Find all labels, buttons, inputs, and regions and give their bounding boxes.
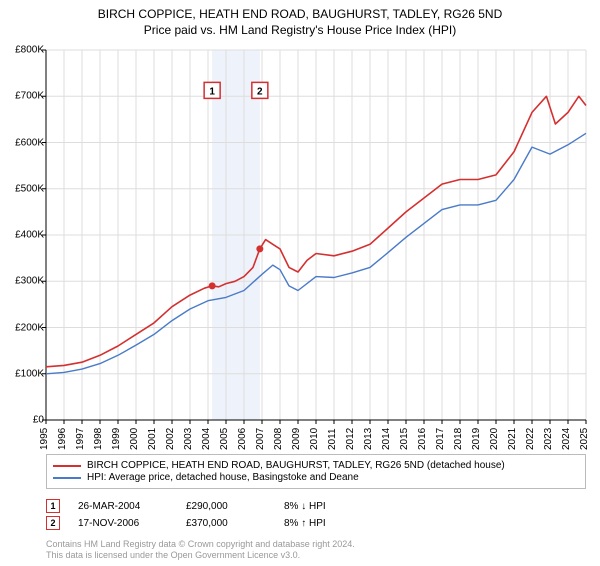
x-tick-label: 1995 [39, 428, 50, 450]
chart-container: BIRCH COPPICE, HEATH END ROAD, BAUGHURST… [0, 6, 600, 566]
x-tick-label: 2025 [579, 428, 590, 450]
footer-line-1: Contains HM Land Registry data © Crown c… [46, 539, 355, 550]
chart-title: BIRCH COPPICE, HEATH END ROAD, BAUGHURST… [0, 6, 600, 38]
table-row: 2 17-NOV-2006 £370,000 8% ↑ HPI [46, 516, 326, 530]
table-row: 1 26-MAR-2004 £290,000 8% ↓ HPI [46, 499, 326, 513]
x-tick-label: 2020 [489, 428, 500, 450]
x-tick-label: 2021 [507, 428, 518, 450]
transactions-table: 1 26-MAR-2004 £290,000 8% ↓ HPI 2 17-NOV… [46, 496, 326, 533]
y-tick-label: £600K [15, 137, 44, 148]
x-tick-label: 2024 [561, 428, 572, 450]
y-tick-label: £500K [15, 183, 44, 194]
x-tick-label: 2016 [417, 428, 428, 450]
txn-hpi: 8% ↑ HPI [284, 518, 326, 529]
x-tick-label: 2004 [201, 428, 212, 450]
marker-badge: 1 [46, 499, 60, 513]
x-tick-label: 2011 [327, 428, 338, 450]
x-tick-label: 2022 [525, 428, 536, 450]
y-tick-label: £200K [15, 322, 44, 333]
y-tick-label: £800K [15, 45, 44, 56]
y-tick-label: £700K [15, 91, 44, 102]
legend: BIRCH COPPICE, HEATH END ROAD, BAUGHURST… [46, 454, 586, 489]
title-line-2: Price paid vs. HM Land Registry's House … [0, 22, 600, 38]
x-tick-label: 2007 [255, 428, 266, 450]
footer-line-2: This data is licensed under the Open Gov… [46, 550, 355, 561]
x-tick-label: 1996 [57, 428, 68, 450]
legend-item: BIRCH COPPICE, HEATH END ROAD, BAUGHURST… [53, 460, 579, 471]
x-tick-label: 2019 [471, 428, 482, 450]
txn-price: £370,000 [186, 518, 266, 529]
x-tick-label: 2013 [363, 428, 374, 450]
legend-label: BIRCH COPPICE, HEATH END ROAD, BAUGHURST… [87, 460, 505, 471]
x-tick-label: 1999 [111, 428, 122, 450]
txn-date: 17-NOV-2006 [78, 518, 168, 529]
legend-swatch [53, 477, 81, 479]
x-tick-label: 2023 [543, 428, 554, 450]
svg-text:2: 2 [257, 86, 263, 97]
chart-svg: 12 [46, 50, 586, 420]
txn-hpi: 8% ↓ HPI [284, 501, 326, 512]
txn-date: 26-MAR-2004 [78, 501, 168, 512]
x-tick-label: 2015 [399, 428, 410, 450]
legend-swatch [53, 465, 81, 467]
title-line-1: BIRCH COPPICE, HEATH END ROAD, BAUGHURST… [0, 6, 600, 22]
svg-text:1: 1 [209, 86, 215, 97]
x-tick-label: 2002 [165, 428, 176, 450]
y-tick-label: £400K [15, 230, 44, 241]
x-tick-label: 2008 [273, 428, 284, 450]
y-tick-label: £100K [15, 368, 44, 379]
txn-price: £290,000 [186, 501, 266, 512]
footer-attribution: Contains HM Land Registry data © Crown c… [46, 539, 355, 562]
y-tick-label: £300K [15, 276, 44, 287]
x-tick-label: 2018 [453, 428, 464, 450]
x-tick-label: 2014 [381, 428, 392, 450]
x-tick-label: 2003 [183, 428, 194, 450]
x-tick-label: 1997 [75, 428, 86, 450]
y-tick-label: £0 [33, 415, 44, 426]
x-tick-label: 2012 [345, 428, 356, 450]
x-tick-label: 2000 [129, 428, 140, 450]
x-tick-label: 2010 [309, 428, 320, 450]
x-tick-label: 2001 [147, 428, 158, 450]
x-tick-label: 1998 [93, 428, 104, 450]
x-tick-label: 2006 [237, 428, 248, 450]
marker-badge: 2 [46, 516, 60, 530]
x-tick-label: 2009 [291, 428, 302, 450]
legend-item: HPI: Average price, detached house, Basi… [53, 472, 579, 483]
x-tick-label: 2017 [435, 428, 446, 450]
chart-plot-area: 12 [46, 50, 586, 420]
x-tick-label: 2005 [219, 428, 230, 450]
legend-label: HPI: Average price, detached house, Basi… [87, 472, 359, 483]
